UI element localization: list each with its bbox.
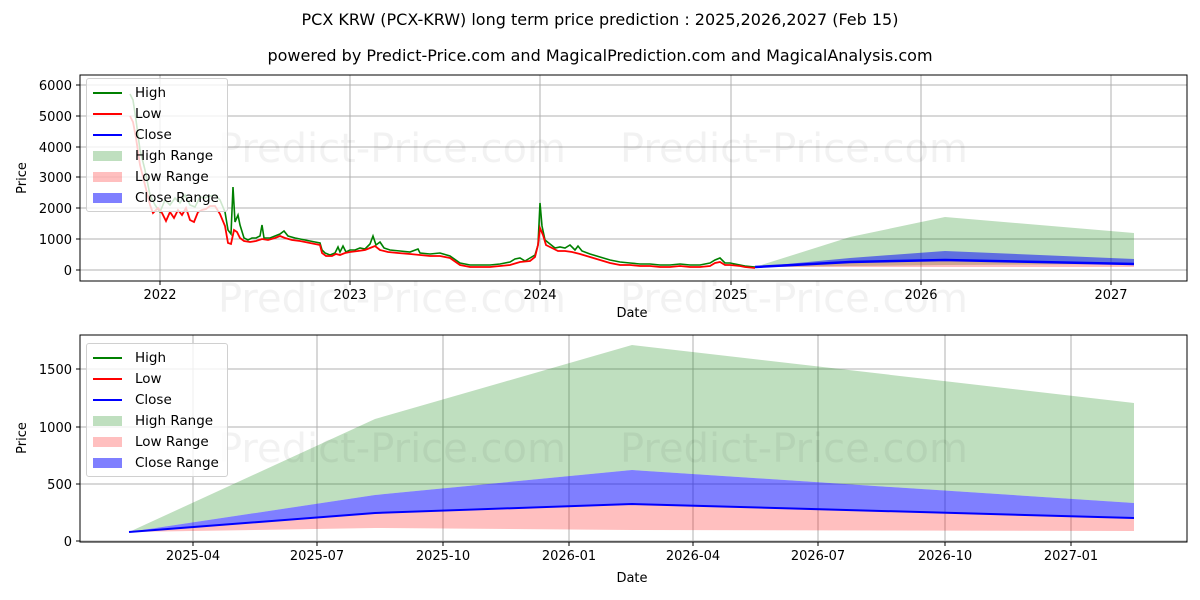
legend-line-icon <box>93 377 122 380</box>
legend-item-high: High <box>93 82 219 103</box>
chart-title: PCX KRW (PCX-KRW) long term price predic… <box>301 10 899 29</box>
high-range-area-detail <box>129 345 1134 532</box>
svg-text:2025: 2025 <box>714 288 747 303</box>
watermark: Predict-Price.com <box>218 126 566 172</box>
svg-text:6000: 6000 <box>39 79 72 94</box>
legend-item-close-range: Close Range <box>93 452 219 473</box>
bottom-x-label: Date <box>616 571 647 586</box>
top-x-tick-marks <box>159 281 1112 285</box>
svg-text:2023: 2023 <box>333 288 366 303</box>
legend-line-icon <box>93 398 122 401</box>
legend-item-high-range: High Range <box>93 145 219 166</box>
bottom-y-ticks: 0 500 1000 1500 <box>39 363 72 550</box>
legend-patch-icon <box>93 415 122 426</box>
svg-text:0: 0 <box>64 535 72 550</box>
bottom-axes-frame <box>79 334 1188 543</box>
svg-text:0: 0 <box>64 264 72 279</box>
svg-text:1000: 1000 <box>39 421 72 436</box>
svg-text:500: 500 <box>47 478 72 493</box>
legend-patch-icon <box>93 150 122 161</box>
svg-text:2025-04: 2025-04 <box>166 549 220 564</box>
svg-text:2022: 2022 <box>143 288 176 303</box>
legend-patch-icon <box>93 436 122 447</box>
watermark: Predict-Price.com <box>218 276 566 322</box>
legend-patch-icon <box>93 457 122 468</box>
legend-item-close-range: Close Range <box>93 187 219 208</box>
low-line <box>129 115 756 269</box>
svg-text:2026-04: 2026-04 <box>666 549 720 564</box>
close-range-area-detail <box>129 470 1134 532</box>
legend-item-low-range: Low Range <box>93 431 219 452</box>
svg-text:2026-07: 2026-07 <box>791 549 845 564</box>
top-x-ticks: 2022 2023 2024 2025 2026 2027 <box>143 288 1127 303</box>
chart-subtitle: powered by Predict-Price.com and Magical… <box>267 46 933 65</box>
bottom-y-tick-marks <box>76 368 80 542</box>
bottom-y-label: Price <box>15 422 30 454</box>
legend-item-low: Low <box>93 103 219 124</box>
top-axes-frame <box>79 74 1188 282</box>
watermark: Predict-Price.com <box>620 126 968 172</box>
high-range-area <box>755 217 1134 267</box>
top-y-ticks: 0 1000 2000 3000 4000 5000 6000 <box>39 79 72 279</box>
watermark: Predict-Price.com <box>620 426 968 472</box>
svg-text:3000: 3000 <box>39 171 72 186</box>
legend-item-close: Close <box>93 124 219 145</box>
top-x-label: Date <box>616 306 647 321</box>
legend-item-close: Close <box>93 389 219 410</box>
svg-text:2025-10: 2025-10 <box>416 549 470 564</box>
watermark: Predict-Price.com <box>218 426 566 472</box>
legend-item-low-range: Low Range <box>93 166 219 187</box>
bottom-x-tick-marks <box>192 542 1072 546</box>
svg-text:5000: 5000 <box>39 110 72 125</box>
top-legend: High Low Close High Range Low Range Clos… <box>86 78 228 212</box>
svg-text:2027-01: 2027-01 <box>1044 549 1098 564</box>
top-y-tick-marks <box>76 84 80 271</box>
svg-text:4000: 4000 <box>39 141 72 156</box>
legend-patch-icon <box>93 171 122 182</box>
bottom-legend: High Low Close High Range Low Range Clos… <box>86 343 228 477</box>
svg-text:2000: 2000 <box>39 202 72 217</box>
legend-patch-icon <box>93 192 122 203</box>
svg-text:2027: 2027 <box>1094 288 1127 303</box>
svg-text:2026-01: 2026-01 <box>542 549 596 564</box>
svg-text:1500: 1500 <box>39 363 72 378</box>
svg-text:2026: 2026 <box>904 288 937 303</box>
legend-item-high-range: High Range <box>93 410 219 431</box>
legend-item-low: Low <box>93 368 219 389</box>
svg-text:2025-07: 2025-07 <box>290 549 344 564</box>
legend-item-high: High <box>93 347 219 368</box>
watermark: Predict-Price.com <box>620 276 968 322</box>
svg-text:2024: 2024 <box>523 288 556 303</box>
low-range-area <box>755 260 1134 267</box>
legend-line-icon <box>93 112 122 115</box>
svg-text:1000: 1000 <box>39 233 72 248</box>
legend-line-icon <box>93 133 122 136</box>
svg-text:2026-10: 2026-10 <box>918 549 972 564</box>
legend-line-icon <box>93 356 122 359</box>
legend-line-icon <box>93 91 122 94</box>
bottom-x-ticks: 2025-04 2025-07 2025-10 2026-01 2026-04 … <box>166 549 1098 564</box>
top-y-label: Price <box>15 162 30 194</box>
close-line-detail <box>128 502 1135 533</box>
close-line <box>754 258 1135 269</box>
